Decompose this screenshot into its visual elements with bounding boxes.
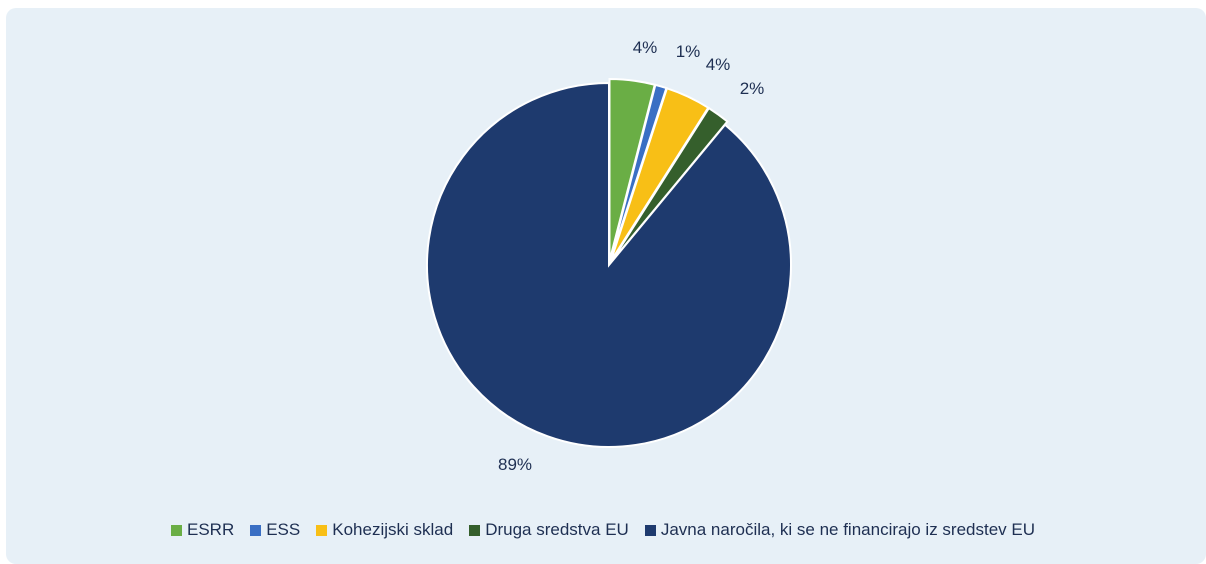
legend-swatch (170, 524, 182, 536)
legend-label: ESS (266, 520, 301, 539)
pie-labels: 4% 1% 4% 2% 89% (498, 38, 764, 474)
legend-item: ESS (250, 520, 300, 540)
legend-item: ESRR (170, 520, 235, 540)
legend-item: Kohezijski sklad (316, 520, 453, 540)
legend-item: Druga sredstva EU (469, 520, 629, 540)
pie-slices (426, 78, 792, 448)
data-label: 89% (498, 455, 532, 474)
data-label: 4% (706, 55, 731, 74)
legend-swatch (316, 524, 328, 536)
legend-item: Javna naročila, ki se ne financirajo iz … (644, 520, 1036, 540)
legend-swatch (469, 524, 481, 536)
data-label: 2% (740, 79, 765, 98)
chart-legend: ESRR ESS Kohezijski sklad Druga sredstva EU… (0, 520, 1206, 540)
data-label: 1% (676, 42, 701, 61)
pie-slice-javna-naročila-ki-se-ne-financirajo-iz-sredstev-eu (426, 81, 792, 448)
legend-label: Kohezijski sklad (332, 520, 454, 539)
legend-label: Druga sredstva EU (485, 520, 629, 539)
legend-label: ESRR (186, 520, 235, 539)
legend-label: Javna naročila, ki se ne financirajo iz … (660, 520, 1036, 539)
pie-slice-druga-sredstva-eu (610, 106, 729, 263)
legend-swatch (644, 524, 656, 536)
data-label: 4% (633, 38, 658, 57)
legend-swatch (250, 524, 262, 536)
